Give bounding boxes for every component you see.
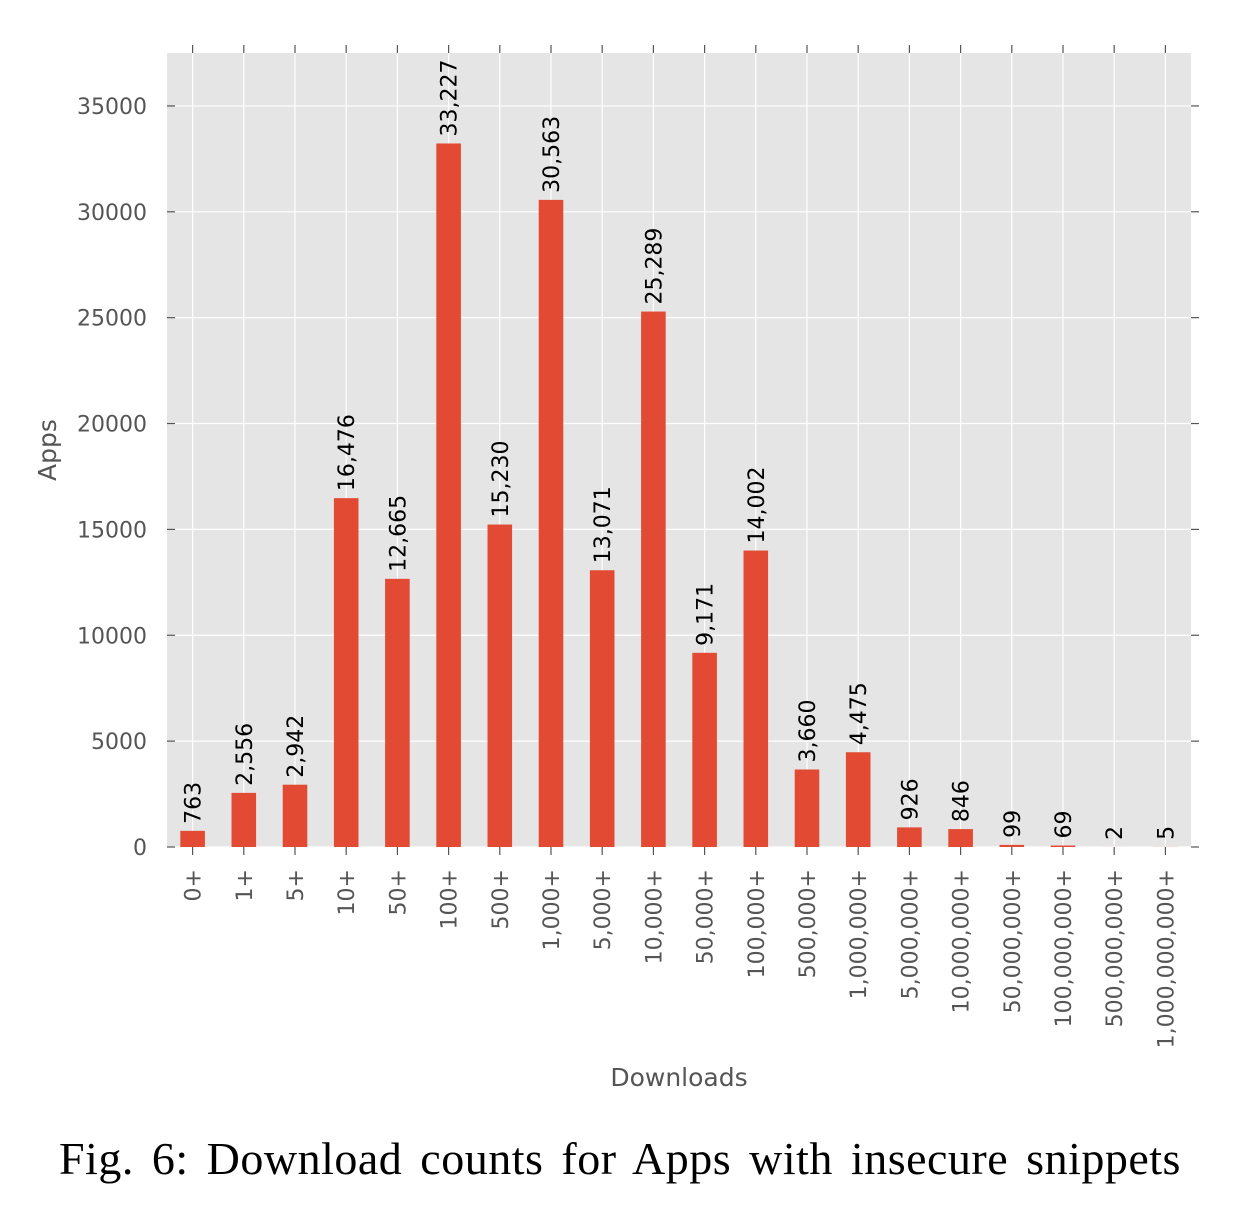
x-tick-label: 0+ [182, 869, 207, 901]
bar [999, 844, 1025, 847]
bar-value-label: 2,942 [284, 715, 309, 778]
y-axis-label: Apps [33, 419, 62, 481]
bar [538, 199, 564, 848]
bar-value-label: 926 [898, 778, 923, 820]
x-tick-label: 100+ [438, 869, 463, 929]
bar [1050, 845, 1076, 847]
x-tick-label: 50,000+ [694, 869, 719, 964]
y-tick-label: 5000 [91, 730, 147, 755]
y-tick-label: 20000 [77, 413, 147, 438]
x-tick-label: 1,000,000+ [847, 869, 872, 999]
bar-value-label: 33,227 [438, 59, 463, 136]
x-tick-label: 1+ [233, 869, 258, 901]
bar-value-label: 15,230 [489, 441, 514, 518]
bar [282, 784, 308, 847]
x-tick-label: 1,000,000,000+ [1154, 869, 1179, 1048]
bar-chart: 0 5000 10000 15000 20000 25000 30000 35000 0+ 1+ 5… [33, 45, 1199, 1092]
bar [692, 652, 717, 847]
plot-area [167, 53, 1191, 847]
bars [180, 143, 1178, 848]
y-tick-label: 30000 [77, 201, 147, 226]
bar-value-label: 69 [1052, 811, 1077, 839]
bar-value-label: 2 [1103, 826, 1128, 840]
bar-value-label: 5 [1154, 826, 1179, 840]
x-tick-label: 500,000,000+ [1103, 869, 1128, 1027]
bar-value-label: 99 [1001, 810, 1026, 838]
bar-value-label: 16,476 [335, 414, 360, 491]
x-tick-label: 100,000,000+ [1052, 869, 1077, 1027]
bar-value-labels: 763 2,556 2,942 16,476 12,665 33,227 15,230 30,… [182, 59, 1180, 839]
bar-value-label: 9,171 [694, 583, 719, 646]
bar [231, 792, 257, 847]
bar-value-label: 30,563 [540, 116, 565, 193]
axis-ticks: 0 5000 10000 15000 20000 25000 30000 35000 0+ 1+ 5… [77, 45, 1199, 1048]
bar-value-label: 25,289 [642, 228, 667, 305]
figure-caption: Fig. 6: Download counts for Apps with in… [59, 1133, 1181, 1184]
bar [385, 578, 410, 847]
x-tick-label: 5,000,000+ [898, 869, 923, 999]
x-axis-label: Downloads [610, 1063, 747, 1092]
bar-value-label: 14,002 [745, 467, 770, 544]
bar [897, 827, 922, 847]
x-tick-label: 10,000,000+ [950, 869, 975, 1013]
x-tick-label: 10,000+ [642, 869, 667, 964]
bar [743, 550, 769, 847]
y-tick-label: 25000 [77, 307, 147, 332]
y-tick-label: 0 [133, 836, 147, 861]
bar-value-label: 12,665 [386, 495, 411, 572]
x-tick-label: 1,000+ [540, 869, 565, 950]
bar-value-label: 846 [950, 780, 975, 822]
bar-value-label: 4,475 [847, 682, 872, 745]
bar [436, 143, 461, 848]
y-tick-label: 35000 [77, 95, 147, 120]
x-tick-label: 100,000+ [745, 869, 770, 978]
bar [487, 524, 513, 847]
bar-value-label: 3,660 [796, 700, 821, 763]
x-tick-label: 50+ [386, 869, 411, 915]
y-tick-label: 10000 [77, 624, 147, 649]
bar-value-label: 2,556 [233, 723, 258, 786]
bar-value-label: 763 [182, 782, 207, 824]
x-tick-label: 500,000+ [796, 869, 821, 978]
x-tick-label: 10+ [335, 869, 360, 915]
y-tick-label: 15000 [77, 518, 147, 543]
bar [333, 498, 359, 847]
bar-value-label: 13,071 [591, 486, 616, 563]
bar [180, 830, 205, 847]
x-tick-label: 500+ [489, 869, 514, 929]
x-tick-label: 5,000+ [591, 869, 616, 950]
bar [948, 829, 973, 847]
bar [589, 570, 615, 847]
bar [794, 769, 820, 847]
bar [641, 311, 666, 847]
x-tick-label: 5+ [284, 869, 309, 901]
bar [845, 752, 871, 847]
x-tick-label: 50,000,000+ [1001, 869, 1026, 1013]
